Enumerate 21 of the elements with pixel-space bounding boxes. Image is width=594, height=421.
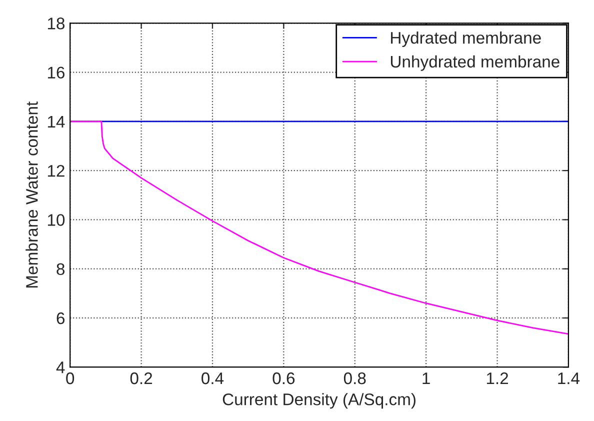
y-tick-label: 6 [56,312,64,324]
line-series [70,120,568,335]
x-tick-label: 0.2 [130,372,152,384]
y-tick-label: 8 [56,263,65,276]
x-axis-title: Current Density (A/Sq.cm) [222,393,416,409]
x-tick-label: 1.4 [558,372,580,384]
y-tick-label: 4 [56,362,65,374]
x-tick-label: 1.2 [486,372,508,384]
x-tick-label: 0.6 [272,372,295,384]
x-tick-label: 0.4 [202,372,224,384]
y-tick-label: 12 [48,164,64,177]
y-tick-label: 16 [48,66,64,78]
x-tick-label: 1 [422,372,430,384]
y-axis-title: Membrane Water content [26,102,38,288]
legend-label: Unhydrated membrane [390,55,560,71]
legend-label: Hydrated membrane [391,31,541,48]
y-tick-label: 18 [48,18,65,30]
y-tick-label: 10 [48,214,65,226]
x-tick-label: 0.8 [344,372,366,384]
x-tick-label: 0 [66,372,74,384]
y-tick-label: 14 [48,116,65,128]
